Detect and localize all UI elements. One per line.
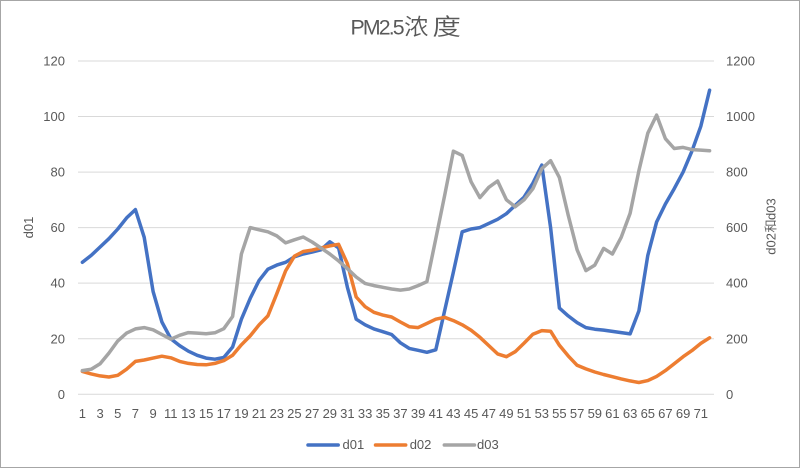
svg-text:31: 31	[340, 406, 354, 421]
svg-text:21: 21	[252, 406, 266, 421]
svg-text:71: 71	[694, 406, 708, 421]
svg-text:37: 37	[393, 406, 407, 421]
svg-text:47: 47	[482, 406, 496, 421]
svg-text:53: 53	[535, 406, 549, 421]
svg-text:41: 41	[429, 406, 443, 421]
svg-text:40: 40	[51, 276, 65, 291]
svg-text:PM2.5: PM2.5	[351, 16, 404, 40]
svg-text:0: 0	[58, 387, 65, 402]
svg-text:45: 45	[464, 406, 478, 421]
svg-text:55: 55	[552, 406, 566, 421]
svg-text:d01: d01	[343, 437, 365, 452]
svg-text:27: 27	[305, 406, 319, 421]
svg-text:69: 69	[676, 406, 690, 421]
svg-text:1: 1	[79, 406, 86, 421]
svg-text:d03: d03	[764, 198, 779, 220]
svg-text:d02: d02	[410, 437, 432, 452]
svg-text:43: 43	[446, 406, 460, 421]
svg-text:59: 59	[588, 406, 602, 421]
svg-text:100: 100	[43, 109, 65, 124]
svg-text:d03: d03	[477, 437, 499, 452]
svg-text:65: 65	[641, 406, 655, 421]
svg-text:19: 19	[234, 406, 248, 421]
svg-text:d02: d02	[764, 233, 779, 255]
svg-text:57: 57	[570, 406, 584, 421]
svg-text:49: 49	[499, 406, 513, 421]
svg-text:13: 13	[181, 406, 195, 421]
svg-text:800: 800	[726, 165, 748, 180]
svg-text:29: 29	[323, 406, 337, 421]
svg-text:20: 20	[51, 331, 65, 346]
svg-text:600: 600	[726, 220, 748, 235]
svg-text:1000: 1000	[726, 109, 755, 124]
svg-text:33: 33	[358, 406, 372, 421]
svg-text:3: 3	[96, 406, 103, 421]
svg-text:200: 200	[726, 331, 748, 346]
svg-text:80: 80	[51, 165, 65, 180]
svg-text:39: 39	[411, 406, 425, 421]
svg-text:1200: 1200	[726, 54, 755, 69]
svg-text:11: 11	[164, 406, 178, 421]
svg-text:35: 35	[376, 406, 390, 421]
svg-text:17: 17	[217, 406, 231, 421]
svg-text:9: 9	[149, 406, 156, 421]
svg-text:120: 120	[43, 54, 65, 69]
svg-text:d01: d01	[21, 217, 36, 239]
svg-text:0: 0	[726, 387, 733, 402]
svg-text:400: 400	[726, 276, 748, 291]
svg-text:5: 5	[114, 406, 121, 421]
svg-text:63: 63	[623, 406, 637, 421]
svg-text:23: 23	[270, 406, 284, 421]
svg-text:25: 25	[287, 406, 301, 421]
svg-text:51: 51	[517, 406, 531, 421]
svg-text:60: 60	[51, 220, 65, 235]
svg-text:67: 67	[658, 406, 672, 421]
svg-text:61: 61	[605, 406, 619, 421]
svg-text:15: 15	[199, 406, 213, 421]
svg-text:7: 7	[132, 406, 139, 421]
